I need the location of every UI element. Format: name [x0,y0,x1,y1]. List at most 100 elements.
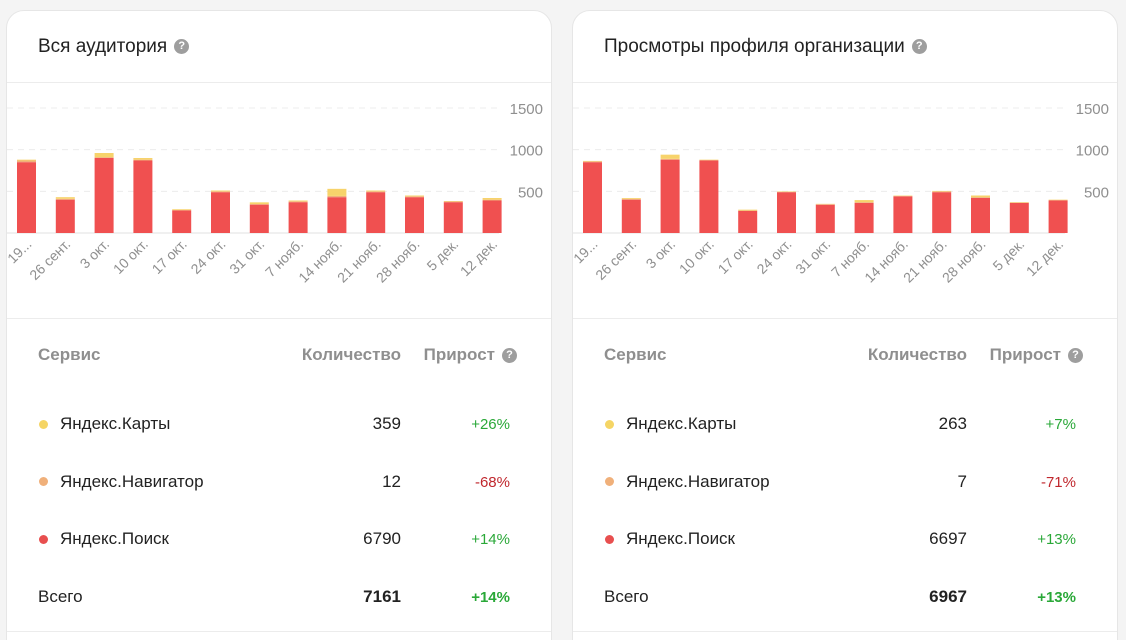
x-tick-label: 31 окт. [792,236,833,277]
bar-segment[interactable] [443,201,463,203]
help-icon[interactable]: ? [502,347,517,363]
bar-segment[interactable] [621,198,641,199]
bar-segment[interactable] [288,201,308,203]
bar-segment[interactable] [94,158,114,233]
bar-segment[interactable] [482,199,502,201]
bar-segment[interactable] [327,188,347,196]
bar-segment[interactable] [211,191,230,193]
bar-segment[interactable] [738,210,758,233]
bar-segment[interactable] [932,191,952,193]
bar-segment[interactable] [55,197,75,199]
legend-dot [605,534,614,544]
bar-segment[interactable] [660,158,680,160]
header-growth-label: Прирост [989,345,1061,364]
count-value: 263 [938,414,967,433]
bar-segment[interactable] [854,200,874,203]
header-count: Количество [867,345,967,364]
header-count: Количество [301,345,401,364]
count-value: 6697 [929,529,967,548]
bar-segment[interactable] [55,198,75,200]
bar-segment[interactable] [172,209,192,211]
bar-segment[interactable] [133,158,153,160]
bar-segment[interactable] [94,157,114,158]
bar-segment[interactable] [777,192,796,233]
bar-segment[interactable] [327,197,347,233]
service-name: Яндекс.Карты [626,414,737,433]
help-icon[interactable]: ? [174,39,190,54]
chart-area: 500 1000 1500 19... 26 сент. 3 окт. 10 окт. 17 … [573,83,1117,319]
table-header: Сервис Количество Прирост? [7,345,551,403]
count-value: 359 [372,414,401,433]
header-growth-label: Прирост [423,345,495,364]
service-name: Яндекс.Карты [60,414,171,433]
bar-segment[interactable] [815,204,835,233]
bar-segment[interactable] [366,191,386,193]
bar-segment[interactable] [971,197,990,198]
total-label: Всего [604,586,649,606]
bar-segment[interactable] [932,192,952,233]
bar-segment[interactable] [288,200,308,202]
x-tick-label: 24 окт. [187,236,228,277]
chart-area: 500 1000 1500 19... 26 сент. 3 окт. 10 окт. 17 … [7,83,551,319]
header-service: Сервис [604,345,667,364]
bar-segment[interactable] [133,159,153,161]
bar-segment[interactable] [482,198,502,200]
card-header: Просмотры профиля организации ? [573,11,1117,83]
bar-segment[interactable] [621,198,641,200]
x-tick-label: 17 окт. [149,236,190,277]
x-tick-label: 31 окт. [226,236,267,277]
bar-segment[interactable] [17,159,36,161]
bar-segment[interactable] [971,195,990,198]
bar-segment[interactable] [211,190,230,192]
bar-segment[interactable] [94,153,114,158]
bar-segment[interactable] [1048,200,1068,234]
bar-segment[interactable] [17,162,36,233]
bar-segment[interactable] [405,197,424,233]
card-header: Вся аудитория ? [7,11,551,83]
x-tick-label: 10 окт. [110,236,151,277]
bar-segment[interactable] [172,210,192,234]
bar-segment[interactable] [405,195,424,197]
bar-segment[interactable] [699,160,719,234]
bar-segment[interactable] [249,202,269,204]
bar-segment[interactable] [366,190,386,192]
help-icon[interactable]: ? [1068,347,1083,363]
legend-dot [39,477,48,486]
bar-segment[interactable] [249,204,269,205]
bar-segment[interactable] [482,200,502,234]
card-title: Вся аудитория [38,35,168,57]
bar-segment[interactable] [211,192,230,233]
bar-segment[interactable] [583,162,602,233]
bar-segment[interactable] [893,196,913,233]
card-profile-views: Просмотры профиля организации ? 500 1000 1… [572,10,1118,640]
bar-segment[interactable] [405,196,424,198]
bar-segment[interactable] [133,160,153,234]
bar-segment[interactable] [443,202,463,233]
service-cell: Яндекс.Карты [38,414,170,434]
total-growth: +13% [1037,588,1076,606]
growth-value: +26% [471,416,510,433]
table-row: Яндекс.Навигатор 7 -71% [573,461,1117,519]
bar-segment[interactable] [854,202,874,203]
divider [573,631,1117,632]
bar-segment[interactable] [971,198,990,233]
bar-segment[interactable] [17,160,36,163]
bar-segment[interactable] [583,161,602,163]
bar-segment[interactable] [621,199,641,233]
bar-segment[interactable] [327,195,347,198]
bar-segment[interactable] [738,209,758,211]
bar-segment[interactable] [854,203,874,233]
bar-segment[interactable] [660,154,680,159]
help-icon[interactable]: ? [911,39,927,54]
bar-segment[interactable] [249,204,269,233]
growth-value: -71% [1040,473,1076,491]
bar-segment[interactable] [660,159,680,233]
service-name: Яндекс.Поиск [60,529,169,548]
y-tick-label: 500 [1084,184,1109,201]
legend-dot [605,419,614,429]
count-value: 6790 [363,529,401,548]
bar-segment[interactable] [55,199,75,233]
bar-segment[interactable] [366,192,386,233]
bar-segment[interactable] [288,202,308,233]
bar-segment[interactable] [1009,203,1029,233]
